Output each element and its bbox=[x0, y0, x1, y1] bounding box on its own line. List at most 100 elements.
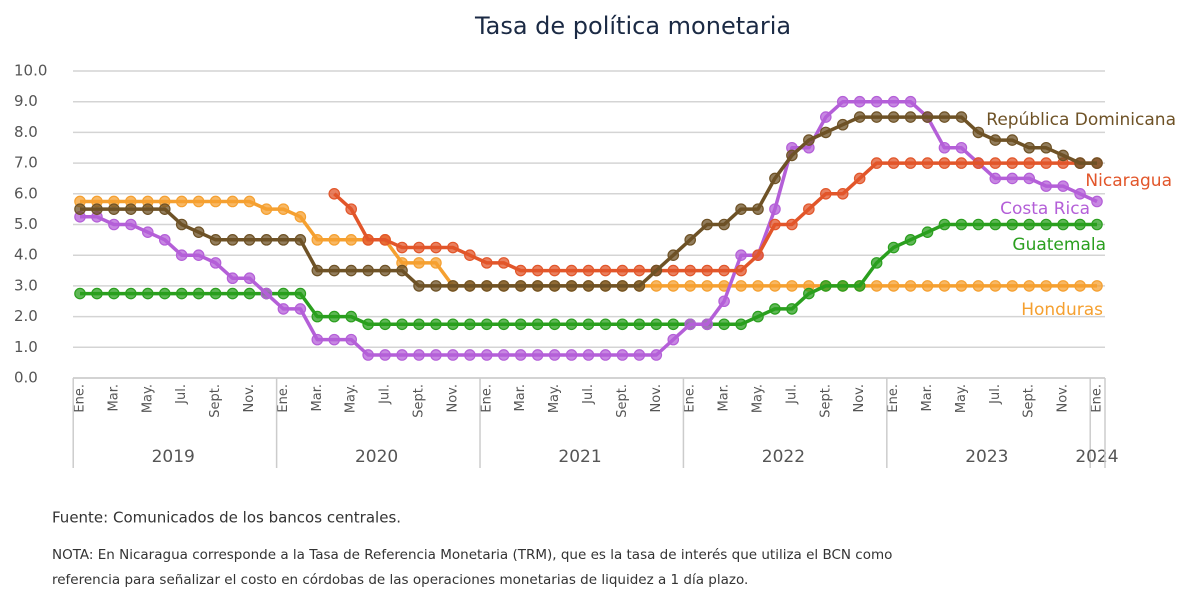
data-point bbox=[243, 287, 256, 300]
data-point bbox=[345, 310, 357, 323]
data-point bbox=[260, 234, 273, 246]
data-point bbox=[531, 318, 544, 331]
data-point bbox=[480, 280, 493, 292]
data-point bbox=[599, 280, 612, 292]
data-point bbox=[684, 280, 696, 292]
data-point bbox=[752, 249, 764, 261]
data-point bbox=[582, 318, 595, 331]
data-point bbox=[718, 318, 730, 331]
data-point bbox=[701, 318, 713, 331]
data-point bbox=[1074, 280, 1086, 292]
data-point bbox=[464, 249, 476, 261]
note: referencia para señalizar el costo en có… bbox=[52, 572, 748, 588]
data-point bbox=[294, 287, 307, 300]
series-label: Guatemala bbox=[1012, 235, 1106, 255]
data-point bbox=[955, 111, 968, 123]
data-point bbox=[1023, 141, 1035, 154]
data-point bbox=[74, 203, 86, 215]
x-tick-label: Ene. bbox=[276, 384, 291, 413]
data-point bbox=[531, 280, 544, 292]
y-tick-label: 7.0 bbox=[14, 154, 38, 172]
data-point bbox=[989, 280, 1002, 292]
data-point bbox=[379, 349, 391, 361]
data-point bbox=[887, 157, 900, 169]
data-point bbox=[921, 226, 934, 238]
data-point bbox=[464, 349, 476, 361]
x-tick-label: Sept. bbox=[412, 384, 427, 418]
data-point bbox=[192, 287, 205, 300]
data-point bbox=[91, 287, 103, 300]
data-point bbox=[853, 172, 866, 185]
data-point bbox=[633, 318, 646, 331]
data-point bbox=[870, 257, 883, 269]
data-point bbox=[735, 203, 747, 215]
series-line bbox=[333, 161, 1097, 273]
data-point bbox=[616, 318, 629, 331]
data-point bbox=[650, 349, 663, 361]
data-point bbox=[192, 249, 205, 261]
x-tick-label: May. bbox=[751, 384, 766, 413]
x-tick-label: May. bbox=[344, 384, 359, 413]
data-point bbox=[701, 264, 713, 277]
data-point bbox=[514, 349, 527, 361]
data-point bbox=[480, 257, 493, 269]
data-point bbox=[565, 280, 578, 292]
data-point bbox=[786, 303, 798, 315]
data-point bbox=[989, 134, 1002, 146]
data-point bbox=[175, 249, 188, 261]
data-point bbox=[904, 157, 917, 169]
data-point bbox=[514, 318, 527, 331]
data-point bbox=[853, 280, 866, 292]
y-tick-label: 6.0 bbox=[14, 184, 38, 202]
data-point bbox=[1091, 195, 1103, 208]
data-point bbox=[1040, 141, 1052, 154]
data-point bbox=[1006, 172, 1019, 185]
data-point bbox=[430, 257, 442, 269]
data-point bbox=[1091, 218, 1103, 231]
y-tick-label: 5.0 bbox=[14, 215, 38, 233]
data-point bbox=[209, 257, 222, 269]
data-point bbox=[684, 318, 696, 331]
data-point bbox=[243, 272, 256, 285]
data-point bbox=[108, 287, 120, 300]
data-point bbox=[599, 349, 612, 361]
data-point bbox=[565, 264, 578, 277]
data-point bbox=[108, 203, 120, 215]
data-point bbox=[836, 188, 849, 200]
data-point bbox=[870, 95, 883, 108]
data-point bbox=[667, 280, 680, 292]
data-point bbox=[1057, 149, 1069, 162]
data-point bbox=[480, 349, 493, 361]
data-point bbox=[769, 218, 781, 231]
x-tick-label: Jul. bbox=[988, 384, 1003, 405]
data-point bbox=[1023, 157, 1035, 169]
data-point bbox=[650, 264, 663, 277]
data-point bbox=[548, 280, 561, 292]
series-label: Nicaragua bbox=[1085, 171, 1172, 191]
data-point bbox=[497, 257, 510, 269]
x-tick-label: May. bbox=[954, 384, 969, 413]
data-point bbox=[989, 218, 1002, 231]
data-point bbox=[803, 134, 815, 146]
data-point bbox=[769, 303, 781, 315]
data-point bbox=[328, 234, 341, 246]
data-point bbox=[396, 349, 408, 361]
x-tick-label: Nov. bbox=[852, 384, 867, 413]
data-point bbox=[616, 349, 629, 361]
data-point bbox=[497, 318, 510, 331]
data-point bbox=[972, 280, 985, 292]
data-point bbox=[836, 118, 849, 131]
series-label: Costa Rica bbox=[1000, 199, 1090, 219]
x-tick-label: Mar. bbox=[513, 384, 528, 411]
data-point bbox=[667, 264, 680, 277]
data-point bbox=[955, 157, 968, 169]
x-tick-label: Nov. bbox=[649, 384, 664, 413]
data-point bbox=[91, 203, 103, 215]
data-point bbox=[514, 280, 527, 292]
data-point bbox=[735, 318, 747, 331]
data-point bbox=[277, 203, 290, 215]
year-label: 2021 bbox=[558, 447, 601, 467]
data-point bbox=[599, 318, 612, 331]
x-tick-label: Jul. bbox=[174, 384, 189, 405]
